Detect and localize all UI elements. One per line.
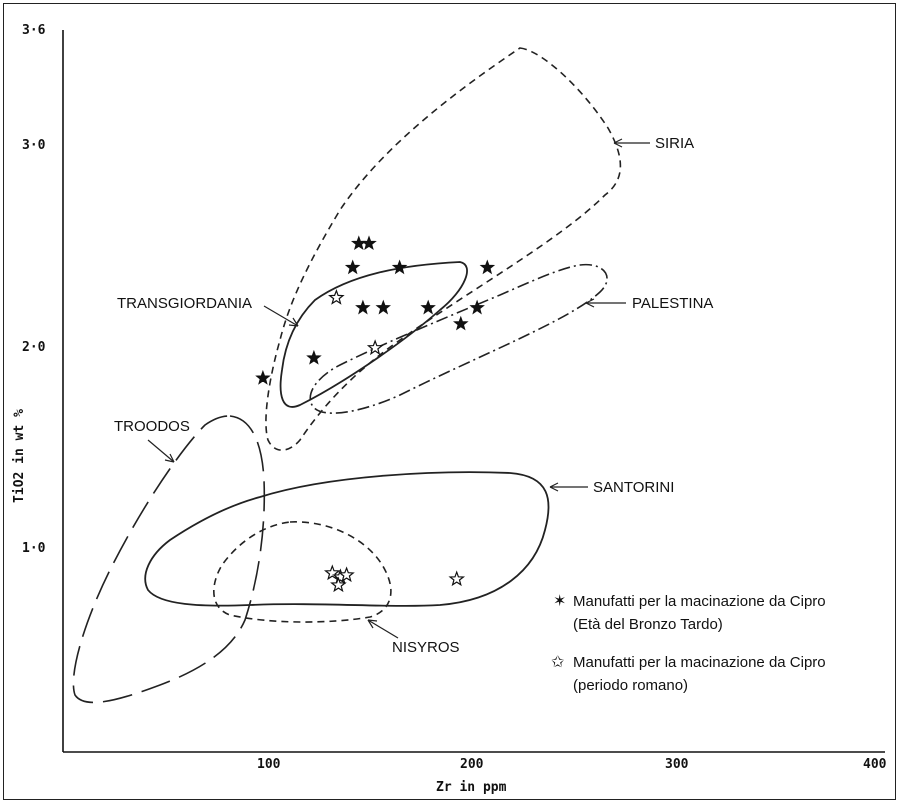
data-point-roman xyxy=(366,339,384,356)
region-siria-outline xyxy=(265,47,622,451)
legend-entry-2-line1: Manufatti per la macinazione da Cipro xyxy=(573,654,826,671)
x-tick-label: 400 xyxy=(863,757,887,772)
legend: ✶ Manufatti per la macinazione da Cipro … xyxy=(551,591,826,694)
y-tick-label: 1·0 xyxy=(22,541,46,556)
data-point-bronze-age xyxy=(479,259,496,275)
arrow-troodos xyxy=(147,439,175,463)
data-point-bronze-age xyxy=(344,259,361,275)
legend-open-star-icon: ✩ xyxy=(551,652,565,671)
data-point-bronze-age xyxy=(355,299,371,315)
y-tick-label: 3·6 xyxy=(22,23,46,38)
arrowhead-palestina xyxy=(585,298,595,308)
data-points xyxy=(255,235,496,593)
region-santorini-outline xyxy=(144,471,550,607)
arrow-transgiordania xyxy=(263,305,299,327)
legend-filled-star-icon: ✶ xyxy=(553,591,566,610)
y-tick-label: 2·0 xyxy=(22,340,46,355)
region-palestina-outline xyxy=(309,263,608,414)
arrowhead-santorini xyxy=(549,482,559,492)
arrowhead-transgiordania xyxy=(288,317,299,327)
data-point-bronze-age xyxy=(306,349,322,365)
region-label-nisyros: NISYROS xyxy=(392,639,460,656)
data-point-bronze-age xyxy=(255,369,271,385)
arrowhead-nisyros xyxy=(367,619,378,629)
legend-entry-2-line2: (periodo romano) xyxy=(573,677,688,694)
y-axis-title: TiO2 in wt % xyxy=(12,409,27,503)
data-point-bronze-age xyxy=(453,315,469,331)
x-axis-title: Zr in ppm xyxy=(436,780,507,795)
data-point-roman xyxy=(330,576,347,593)
region-nisyros-outline xyxy=(213,521,392,623)
x-tick-label: 100 xyxy=(257,757,281,772)
region-transgiordania-outline xyxy=(279,261,468,408)
data-point-bronze-age xyxy=(375,299,391,315)
x-tick-label: 300 xyxy=(665,757,689,772)
region-label-troodos: TROODOS xyxy=(114,418,190,435)
data-point-bronze-age xyxy=(361,235,377,251)
legend-entry-1-line1: Manufatti per la macinazione da Cipro xyxy=(573,593,826,610)
data-point-roman xyxy=(448,570,466,587)
region-label-palestina: PALESTINA xyxy=(632,295,713,312)
arrowhead-troodos xyxy=(164,453,175,463)
y-tick-label: 3·0 xyxy=(22,138,46,153)
legend-entry-1-line2: (Età del Bronzo Tardo) xyxy=(573,616,723,633)
data-point-roman xyxy=(338,566,355,583)
figure-border xyxy=(3,3,896,800)
data-point-bronze-age xyxy=(351,235,367,251)
data-point-bronze-age xyxy=(391,259,408,275)
data-point-bronze-age xyxy=(469,299,485,315)
arrow-nisyros xyxy=(367,619,399,639)
arrowhead-siria xyxy=(613,138,623,148)
region-label-siria: SIRIA xyxy=(655,135,694,152)
x-tick-label: 200 xyxy=(460,757,484,772)
region-troodos-outline xyxy=(72,415,266,704)
data-point-roman xyxy=(323,564,341,581)
region-label-transgiordania: TRANSGIORDANIA xyxy=(117,295,252,312)
data-point-roman xyxy=(328,288,345,305)
region-label-santorini: SANTORINI xyxy=(593,479,674,496)
data-point-bronze-age xyxy=(420,299,436,315)
